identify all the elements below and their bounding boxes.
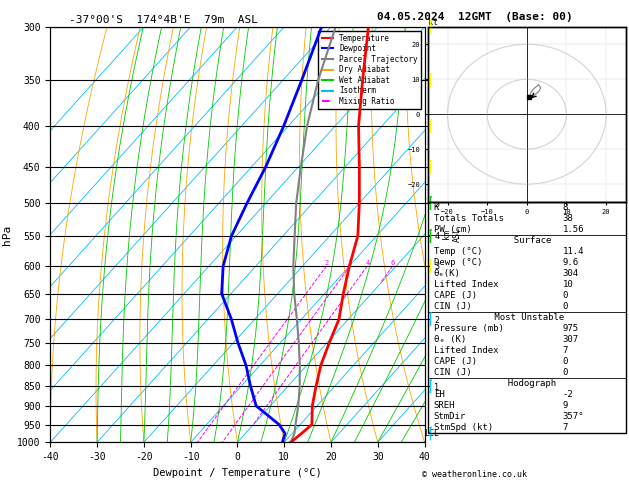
Text: 1.56: 1.56 [562,225,584,234]
X-axis label: Dewpoint / Temperature (°C): Dewpoint / Temperature (°C) [153,468,322,478]
Text: Totals Totals: Totals Totals [433,214,504,223]
Text: Hodograph: Hodograph [498,379,556,387]
Text: CAPE (J): CAPE (J) [433,357,477,365]
Text: Surface: Surface [503,236,551,244]
Text: 9.6: 9.6 [562,258,579,267]
Text: 0: 0 [562,302,568,311]
Text: 307: 307 [562,334,579,344]
Text: kt: kt [428,17,438,27]
Text: θₑ(K): θₑ(K) [433,269,460,278]
Text: Pressure (mb): Pressure (mb) [433,324,504,332]
Text: K: K [433,203,439,212]
Text: 7: 7 [562,422,568,432]
Text: Dewp (°C): Dewp (°C) [433,258,482,267]
Text: 0: 0 [562,291,568,300]
Text: CAPE (J): CAPE (J) [433,291,477,300]
Text: 0: 0 [562,367,568,377]
Text: CIN (J): CIN (J) [433,367,471,377]
Text: © weatheronline.co.uk: © weatheronline.co.uk [423,469,527,479]
Text: CIN (J): CIN (J) [433,302,471,311]
Text: 304: 304 [562,269,579,278]
Text: 975: 975 [562,324,579,332]
Text: 6: 6 [391,260,395,266]
Text: Lifted Index: Lifted Index [433,346,498,355]
Text: 7: 7 [562,346,568,355]
Text: SREH: SREH [433,400,455,410]
Text: 10: 10 [562,279,573,289]
Text: -2: -2 [562,390,573,399]
Legend: Temperature, Dewpoint, Parcel Trajectory, Dry Adiabat, Wet Adiabat, Isotherm, Mi: Temperature, Dewpoint, Parcel Trajectory… [318,31,421,109]
Text: 11.4: 11.4 [562,247,584,256]
Text: 0: 0 [562,357,568,365]
Text: 4: 4 [365,260,369,266]
Text: Lifted Index: Lifted Index [433,279,498,289]
Text: PW (cm): PW (cm) [433,225,471,234]
Text: Most Unstable: Most Unstable [489,312,564,322]
Y-axis label: hPa: hPa [1,225,11,244]
Text: LCL: LCL [425,429,440,438]
Text: Temp (°C): Temp (°C) [433,247,482,256]
Text: 38: 38 [562,214,573,223]
Text: -37°00'S  174°4B'E  79m  ASL: -37°00'S 174°4B'E 79m ASL [69,15,258,25]
Text: 8: 8 [562,203,568,212]
Text: 2: 2 [325,260,328,266]
Text: θₑ (K): θₑ (K) [433,334,466,344]
Text: 3: 3 [348,260,352,266]
Text: 357°: 357° [562,412,584,420]
Text: 04.05.2024  12GMT  (Base: 00): 04.05.2024 12GMT (Base: 00) [377,12,573,22]
Y-axis label: km
ASL: km ASL [442,227,462,242]
Text: 9: 9 [562,400,568,410]
Text: StmSpd (kt): StmSpd (kt) [433,422,493,432]
Text: StmDir: StmDir [433,412,466,420]
Text: EH: EH [433,390,445,399]
